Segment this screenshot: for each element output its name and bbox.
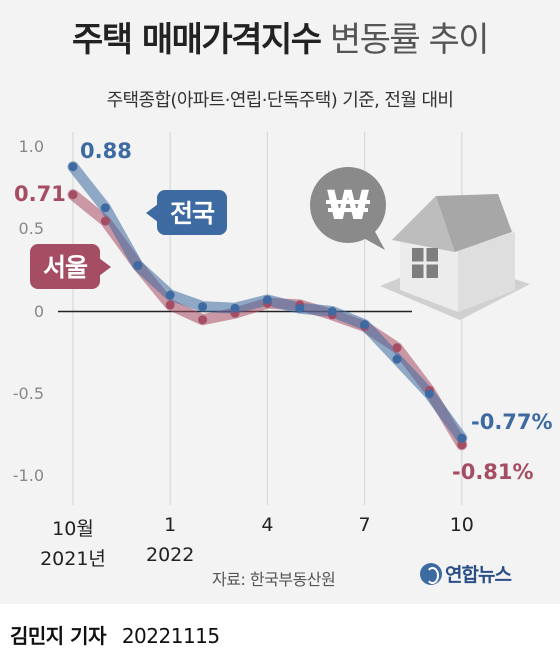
data-point: [165, 290, 175, 300]
yonhap-logo-icon: [420, 563, 442, 585]
y-tick-label: 0.5: [18, 219, 44, 239]
x-tick-label: 4: [261, 514, 274, 536]
publish-date: 20221115: [121, 624, 220, 648]
series-layer: [67, 161, 468, 451]
badge-pointer: [99, 257, 112, 276]
x-tick-label: 1: [164, 514, 177, 536]
legend-label-nation: 전국: [170, 199, 215, 228]
line-chart: W: [58, 132, 530, 505]
data-label-seoul-first: 0.71: [14, 182, 66, 206]
data-point: [457, 440, 467, 450]
byline: 김민지 기자 20221115: [10, 620, 220, 649]
data-point: [360, 320, 370, 330]
legend-badge-seoul: 서울: [30, 244, 112, 289]
data-point: [165, 300, 175, 310]
reporter-name: 김민지 기자: [10, 624, 106, 648]
yonhap-logo: 연합뉴스: [420, 560, 512, 587]
data-point: [262, 295, 272, 305]
x-tick-label: 10: [449, 514, 474, 536]
data-label-nation-first: 0.88: [80, 139, 132, 163]
won-speech-bubble-icon: W: [310, 167, 386, 250]
data-point: [198, 315, 208, 325]
x-tick-label: 10월: [52, 518, 94, 540]
data-point: [100, 216, 110, 226]
x-tick-label: 2021년: [40, 548, 106, 570]
data-point: [392, 343, 402, 353]
chart-subtitle: 주택종합(아파트·연립·단독주택) 기준, 전월 대비: [106, 90, 454, 111]
x-tick-label: 7: [358, 514, 371, 536]
source-note: 자료: 한국부동산원: [212, 570, 336, 589]
data-point: [133, 260, 143, 270]
data-point: [68, 190, 78, 200]
title-main: 주택 매매가격지수: [71, 20, 322, 60]
data-point: [392, 354, 402, 364]
y-tick-label: 0: [33, 301, 44, 321]
badge-pointer: [146, 203, 158, 222]
svg-text:W: W: [326, 183, 370, 229]
x-tick-label: 2022: [146, 544, 195, 566]
legend-label-seoul: 서울: [43, 253, 88, 282]
data-point: [295, 303, 305, 313]
data-label-nation-last: -0.77%: [471, 410, 553, 434]
house-icon: [380, 194, 530, 320]
title-sub: 변동률 추이: [329, 20, 490, 60]
y-tick-label: -0.5: [12, 383, 44, 403]
data-point: [327, 307, 337, 316]
data-point: [230, 303, 240, 313]
data-point: [68, 162, 78, 172]
data-point: [198, 302, 208, 312]
data-point: [100, 203, 110, 213]
data-point: [457, 433, 467, 443]
logo-text: 연합뉴스: [445, 564, 512, 586]
legend-badge-nation: 전국: [146, 190, 228, 235]
vertical-gridlines: [72, 132, 463, 505]
chart-title: 주택 매매가격지수 변동률 추이: [0, 12, 560, 61]
infographic-card: 주택 매매가격지수 변동률 추이 주택종합(아파트·연립·단독주택) 기준, 전…: [0, 0, 560, 604]
data-label-seoul-last: -0.81%: [452, 460, 534, 484]
y-tick-label: -1.0: [12, 466, 44, 485]
y-tick-label: 1.0: [18, 137, 44, 156]
data-point: [424, 389, 434, 399]
